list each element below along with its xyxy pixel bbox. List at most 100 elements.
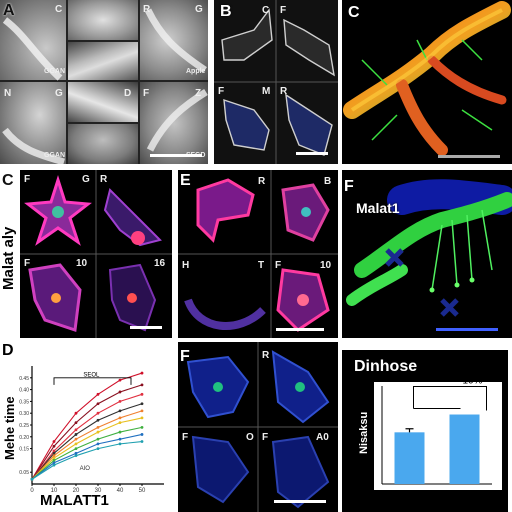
panel-f-bottom-cells: [178, 342, 338, 512]
panel-f-bottom: F R F O F A0: [178, 342, 338, 512]
bar-chart-title: Dinhose: [354, 358, 418, 375]
data-point: [52, 463, 56, 467]
data-point: [140, 392, 144, 396]
y-tick-label: 0.20: [19, 435, 29, 441]
data-point: [118, 400, 122, 403]
panel-c-mid-tile-letter: 16: [154, 258, 166, 269]
panel-c-mid: Malat aly F G R F 10 16 C: [0, 170, 172, 338]
panel-a-tile-letter: G: [55, 88, 63, 99]
x-tick-label: 20: [73, 488, 80, 494]
panel-c-mid-tile-letter: F: [24, 174, 31, 185]
panel-c-mid-tile-letter: G: [82, 174, 90, 185]
bar-chart: E firs Eifg 10%: [374, 376, 502, 501]
significance-bracket: [53, 377, 132, 385]
panel-a-tile: [0, 0, 66, 80]
x-tick-label: 50: [139, 488, 146, 494]
y-tick-label: 0.05: [19, 470, 29, 476]
panel-f-bottom-tile-letter: F: [182, 432, 189, 443]
data-point: [52, 449, 56, 453]
bar: [394, 432, 425, 484]
data-point: [52, 451, 56, 455]
series-line: [31, 384, 143, 480]
data-point: [74, 442, 78, 446]
y-tick-label: 0.45: [19, 376, 29, 382]
panel-f-bottom-tile-letter: O: [246, 432, 254, 443]
panel-a: A C R G N G D F Z GGAN GGAN Apple SFGD: [0, 0, 208, 164]
panel-c-mid-tile-letter: R: [100, 174, 108, 185]
bar-chart-y-label: Nisaksu: [358, 411, 370, 454]
series-line: [31, 426, 143, 480]
bar-category-label: Eifg: [456, 490, 473, 501]
data-point: [140, 402, 144, 406]
panel-f-bottom-tile-letter: F: [262, 432, 269, 443]
panel-c-top: C: [342, 0, 512, 164]
panel-c-mid-grid: F G R F 10 16: [20, 170, 172, 338]
significance-bracket: [413, 386, 487, 411]
data-point: [118, 430, 122, 434]
panel-a-tile-letter: C: [55, 4, 63, 15]
panel-a-tile-letter: D: [124, 88, 132, 99]
panel-c-mid-cells: [20, 170, 172, 338]
side-text: Malat aly: [0, 226, 17, 290]
data-point: [118, 409, 122, 413]
panel-a-tile-letter: R: [143, 4, 151, 15]
data-point: [52, 461, 56, 465]
y-tick-label: 0.15: [19, 447, 29, 453]
data-point: [140, 425, 144, 429]
panel-c-mid-tile-letter: 10: [76, 258, 88, 269]
bar-category-label: E firs: [398, 490, 421, 501]
panel-b-tile-letter: F: [280, 5, 287, 16]
panel-f-mid: F Malat1: [342, 170, 512, 338]
data-point: [118, 378, 122, 382]
data-point: [140, 409, 144, 413]
y-tick-label: 0.25: [19, 423, 29, 429]
bar-annotation: 10%: [462, 376, 482, 387]
data-point: [96, 402, 100, 406]
data-point: [140, 433, 144, 436]
data-point: [52, 454, 56, 458]
panel-f-bottom-tile-letter: A0: [316, 432, 329, 443]
panel-c-mid-tile-letter: F: [24, 258, 31, 269]
panel-a-tile-letter: G: [195, 4, 203, 15]
panel-c-mid-label: C: [2, 172, 14, 189]
data-point: [74, 454, 78, 458]
data-point: [74, 433, 78, 436]
data-point: [96, 442, 100, 446]
data-point: [96, 411, 100, 415]
y-tick-label: 0.30: [19, 411, 29, 417]
series-line: [31, 393, 143, 480]
panel-e-tile-letter: R: [258, 176, 266, 187]
x-tick-label: 10: [51, 488, 58, 494]
panel-d-label: D: [2, 342, 14, 359]
data-point: [118, 416, 122, 420]
data-point: [96, 430, 100, 434]
panel-a-tile: [68, 124, 138, 164]
data-point: [30, 477, 34, 481]
bracket-left: [413, 404, 461, 410]
panel-d-chart: 0.45 0.40 0.35 0.30 0.25 0.20 0.15 0.05 0 10 20 30 4…: [0, 342, 172, 512]
data-point: [74, 421, 78, 425]
data-point: [74, 447, 78, 450]
x-axis-label: MALATT1: [40, 492, 109, 509]
scale-bar: [438, 155, 500, 158]
panel-a-tile-letter: Z: [195, 88, 202, 99]
data-point: [96, 392, 100, 396]
panel-e-tile-letter: T: [258, 260, 265, 271]
scale-bar: [276, 328, 324, 331]
scale-bar: [130, 326, 162, 329]
scale-bar: [436, 328, 498, 331]
scale-bar: [296, 152, 328, 155]
panel-f-neuron: [346, 179, 512, 317]
panel-e-tile-letter: B: [324, 176, 332, 187]
y-tick-label: 0.35: [19, 399, 29, 405]
bar: [449, 414, 480, 484]
data-point: [52, 456, 56, 460]
x-tick-label: 0: [30, 488, 34, 494]
data-point: [52, 444, 56, 448]
bar-plot-area: [374, 382, 502, 490]
series-line: [31, 440, 143, 480]
panel-a-caption: GGAN: [44, 68, 65, 75]
panel-b-tile-letter: F: [218, 86, 225, 97]
panel-a-membranes: [2, 8, 208, 164]
panel-bar-chart: E firs Eifg 10% Dinhose Nisaksu: [342, 350, 508, 512]
